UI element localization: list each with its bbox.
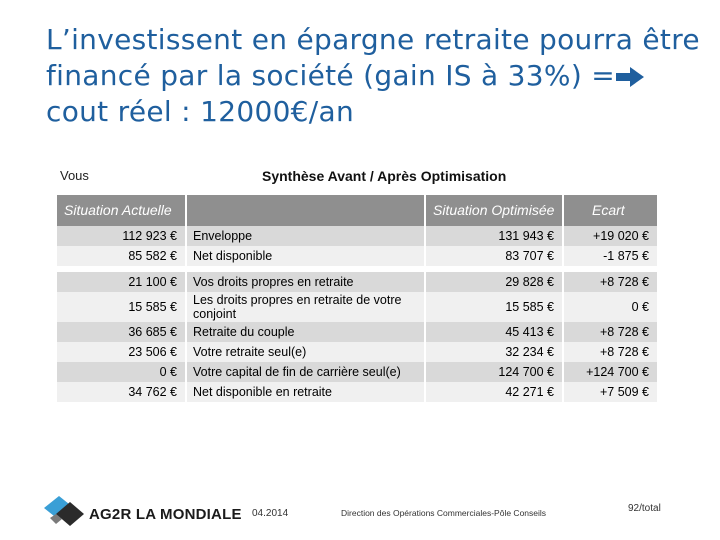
- cell-ecart: +8 728 €: [599, 345, 649, 359]
- cell-label: Votre capital de fin de carrière seul(e): [187, 362, 426, 382]
- header-situation-actuelle: Situation Actuelle: [57, 195, 187, 226]
- cell-optimisee: 131 943 €: [426, 226, 564, 246]
- cell-ecart: +124 700 €: [586, 365, 649, 379]
- cell-actuelle: 112 923 €: [57, 226, 187, 246]
- ag2r-logo-icon: [44, 496, 84, 526]
- header-situation-optimisee: Situation Optimisée: [426, 195, 564, 226]
- table-row: 0 € Votre capital de fin de carrière seu…: [57, 362, 657, 382]
- title-text-part2: cout réel : 12000€/an: [46, 95, 355, 128]
- title-text-part1: L’investissent en épargne retraite pourr…: [46, 23, 700, 92]
- synthesis-table: Situation Actuelle Situation Optimisée E…: [57, 195, 657, 402]
- cell-actuelle: 34 762 €: [57, 382, 187, 402]
- cell-actuelle: 0 €: [57, 362, 187, 382]
- table-row: 85 582 € Net disponible 83 707 € -1 875 …: [57, 246, 657, 266]
- right-arrow-icon: [616, 67, 645, 87]
- brand-name: AG2R LA MONDIALE: [89, 506, 242, 523]
- table-row: 15 585 € Les droits propres en retraite …: [57, 292, 657, 322]
- header-label: [187, 195, 426, 226]
- table-gap: [57, 266, 657, 272]
- cell-optimisee: 42 271 €: [426, 382, 564, 402]
- cell-optimisee: 83 707 €: [426, 246, 564, 266]
- table-header-row: Situation Actuelle Situation Optimisée E…: [57, 195, 657, 226]
- footer-date: 04.2014: [252, 508, 289, 519]
- cell-label: Les droits propres en retraite de votre …: [187, 292, 426, 322]
- table-row: 112 923 € Enveloppe 131 943 € +19 020 €: [57, 226, 657, 246]
- cell-optimisee: 45 413 €: [426, 322, 564, 342]
- cell-label: Retraite du couple: [187, 322, 426, 342]
- table-title: Synthèse Avant / Après Optimisation: [262, 168, 507, 184]
- footer-direction: Direction des Opérations Commerciales-Pô…: [341, 508, 547, 518]
- cell-optimisee: 124 700 €: [426, 362, 564, 382]
- cell-label: Vos droits propres en retraite: [187, 272, 426, 292]
- cell-ecart: -1 875 €: [603, 249, 649, 263]
- cell-actuelle: 15 585 €: [57, 292, 187, 322]
- cell-actuelle: 36 685 €: [57, 322, 187, 342]
- cell-optimisee: 29 828 €: [426, 272, 564, 292]
- cell-label: Votre retraite seul(e): [187, 342, 426, 362]
- cell-ecart: 0 €: [631, 300, 649, 314]
- cell-label: Enveloppe: [187, 226, 426, 246]
- table-row: 21 100 € Vos droits propres en retraite …: [57, 272, 657, 292]
- table-row: 23 506 € Votre retraite seul(e) 32 234 €…: [57, 342, 657, 362]
- cell-actuelle: 23 506 €: [57, 342, 187, 362]
- cell-actuelle: 85 582 €: [57, 246, 187, 266]
- cell-optimisee: 15 585 €: [426, 292, 564, 322]
- page-number: 92/total: [628, 503, 661, 514]
- cell-optimisee: 32 234 €: [426, 342, 564, 362]
- cell-ecart: +8 728 €: [599, 325, 649, 339]
- table-row: 36 685 € Retraite du couple 45 413 € +8 …: [57, 322, 657, 342]
- cell-label: Net disponible: [187, 246, 426, 266]
- slide-title: L’investissent en épargne retraite pourr…: [46, 22, 706, 130]
- vous-label: Vous: [60, 168, 89, 183]
- cell-ecart: +8 728 €: [599, 275, 649, 289]
- cell-ecart: +19 020 €: [593, 229, 649, 243]
- cell-label: Net disponible en retraite: [187, 382, 426, 402]
- cell-actuelle: 21 100 €: [57, 272, 187, 292]
- header-ecart: Ecart: [592, 202, 625, 218]
- table-row: 34 762 € Net disponible en retraite 42 2…: [57, 382, 657, 402]
- cell-ecart: +7 509 €: [599, 385, 649, 399]
